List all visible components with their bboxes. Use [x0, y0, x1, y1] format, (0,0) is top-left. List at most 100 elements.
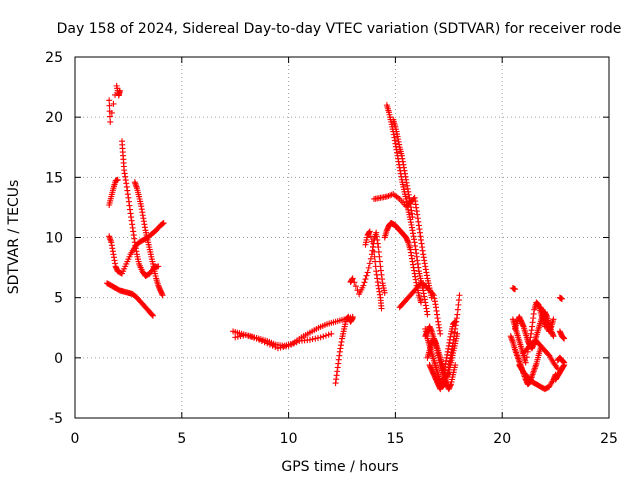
data-point — [107, 118, 114, 125]
data-point — [106, 113, 113, 120]
data-point — [418, 299, 425, 306]
data-point — [317, 334, 324, 341]
data-point — [314, 334, 321, 341]
data-point — [245, 332, 252, 339]
data-point — [149, 312, 156, 319]
data-point — [110, 100, 117, 107]
data-point — [282, 343, 289, 350]
data-point — [362, 276, 369, 283]
data-point — [522, 359, 529, 366]
data-point — [248, 333, 255, 340]
y-tick-label: 10 — [45, 231, 63, 247]
data-point — [106, 102, 113, 109]
x-tick-label: 5 — [177, 431, 186, 447]
data-point — [237, 333, 244, 340]
data-point — [369, 243, 376, 250]
data-point — [550, 316, 557, 323]
data-point — [409, 214, 416, 221]
data-point — [454, 330, 461, 337]
data-point — [290, 340, 297, 347]
y-tick-label: -5 — [49, 411, 63, 427]
data-point — [561, 362, 568, 369]
data-point — [149, 311, 156, 318]
data-point — [253, 335, 260, 342]
data-point — [559, 295, 566, 302]
data-point — [365, 264, 372, 271]
data-point — [367, 233, 374, 240]
data-point — [381, 289, 388, 296]
data-point — [325, 331, 332, 338]
data-point — [159, 292, 166, 299]
y-tick-label: 15 — [45, 170, 63, 186]
data-point — [264, 340, 271, 347]
data-point — [312, 335, 319, 342]
chart-title: Day 158 of 2024, Sidereal Day-to-day VTE… — [57, 21, 622, 37]
data-point — [360, 282, 367, 289]
grid-lines — [75, 57, 609, 418]
data-point — [106, 97, 113, 104]
x-tick-label: 0 — [71, 431, 80, 447]
data-point — [261, 339, 268, 346]
data-point — [545, 351, 552, 358]
data-point — [112, 91, 119, 98]
data-point — [452, 318, 459, 325]
data-point — [349, 315, 356, 322]
tick-labels: 0 5 10 15 20 25 -5 0 5 10 15 20 25 — [45, 50, 618, 447]
data-point — [456, 292, 463, 299]
data-point — [309, 336, 316, 343]
y-tick-label: 5 — [54, 291, 63, 307]
y-tick-label: 0 — [54, 351, 63, 367]
data-point — [424, 311, 431, 318]
data-point — [159, 220, 166, 227]
data-point — [269, 342, 276, 349]
data-point — [349, 275, 356, 282]
data-point — [320, 333, 327, 340]
data-point — [512, 286, 519, 293]
data-point — [272, 344, 279, 351]
data-point — [429, 291, 436, 298]
data-point — [550, 333, 557, 340]
data-point — [366, 260, 373, 267]
data-point — [523, 354, 530, 361]
data-point — [561, 335, 568, 342]
data-points — [104, 82, 568, 393]
data-point — [293, 339, 300, 346]
data-point — [364, 269, 371, 276]
data-point — [437, 330, 444, 337]
data-point — [277, 344, 284, 351]
data-point — [285, 342, 292, 349]
plot-area-border — [74, 56, 610, 419]
x-tick-label: 25 — [600, 431, 618, 447]
data-point — [452, 362, 459, 369]
data-point — [160, 220, 167, 227]
data-point — [322, 332, 329, 339]
data-point — [280, 344, 287, 351]
data-point — [367, 255, 374, 262]
x-tick-label: 20 — [493, 431, 511, 447]
data-point — [288, 341, 295, 348]
data-point — [351, 279, 358, 286]
data-point — [274, 345, 281, 352]
data-point — [306, 336, 313, 343]
data-point — [108, 109, 115, 116]
x-tick-label: 15 — [386, 431, 404, 447]
data-point — [328, 330, 335, 337]
x-axis-label: GPS time / hours — [281, 459, 398, 475]
data-point — [352, 283, 359, 290]
data-point — [234, 333, 241, 340]
data-point — [266, 341, 273, 348]
y-tick-label: 25 — [45, 50, 63, 66]
data-point — [250, 334, 257, 341]
data-point — [242, 331, 249, 338]
data-point — [258, 337, 265, 344]
data-point — [378, 305, 385, 312]
x-tick-label: 10 — [280, 431, 298, 447]
data-point — [240, 332, 247, 339]
data-point — [114, 176, 121, 183]
data-point — [366, 228, 373, 235]
data-point — [363, 272, 370, 279]
data-point — [361, 279, 368, 286]
data-point — [232, 334, 239, 341]
